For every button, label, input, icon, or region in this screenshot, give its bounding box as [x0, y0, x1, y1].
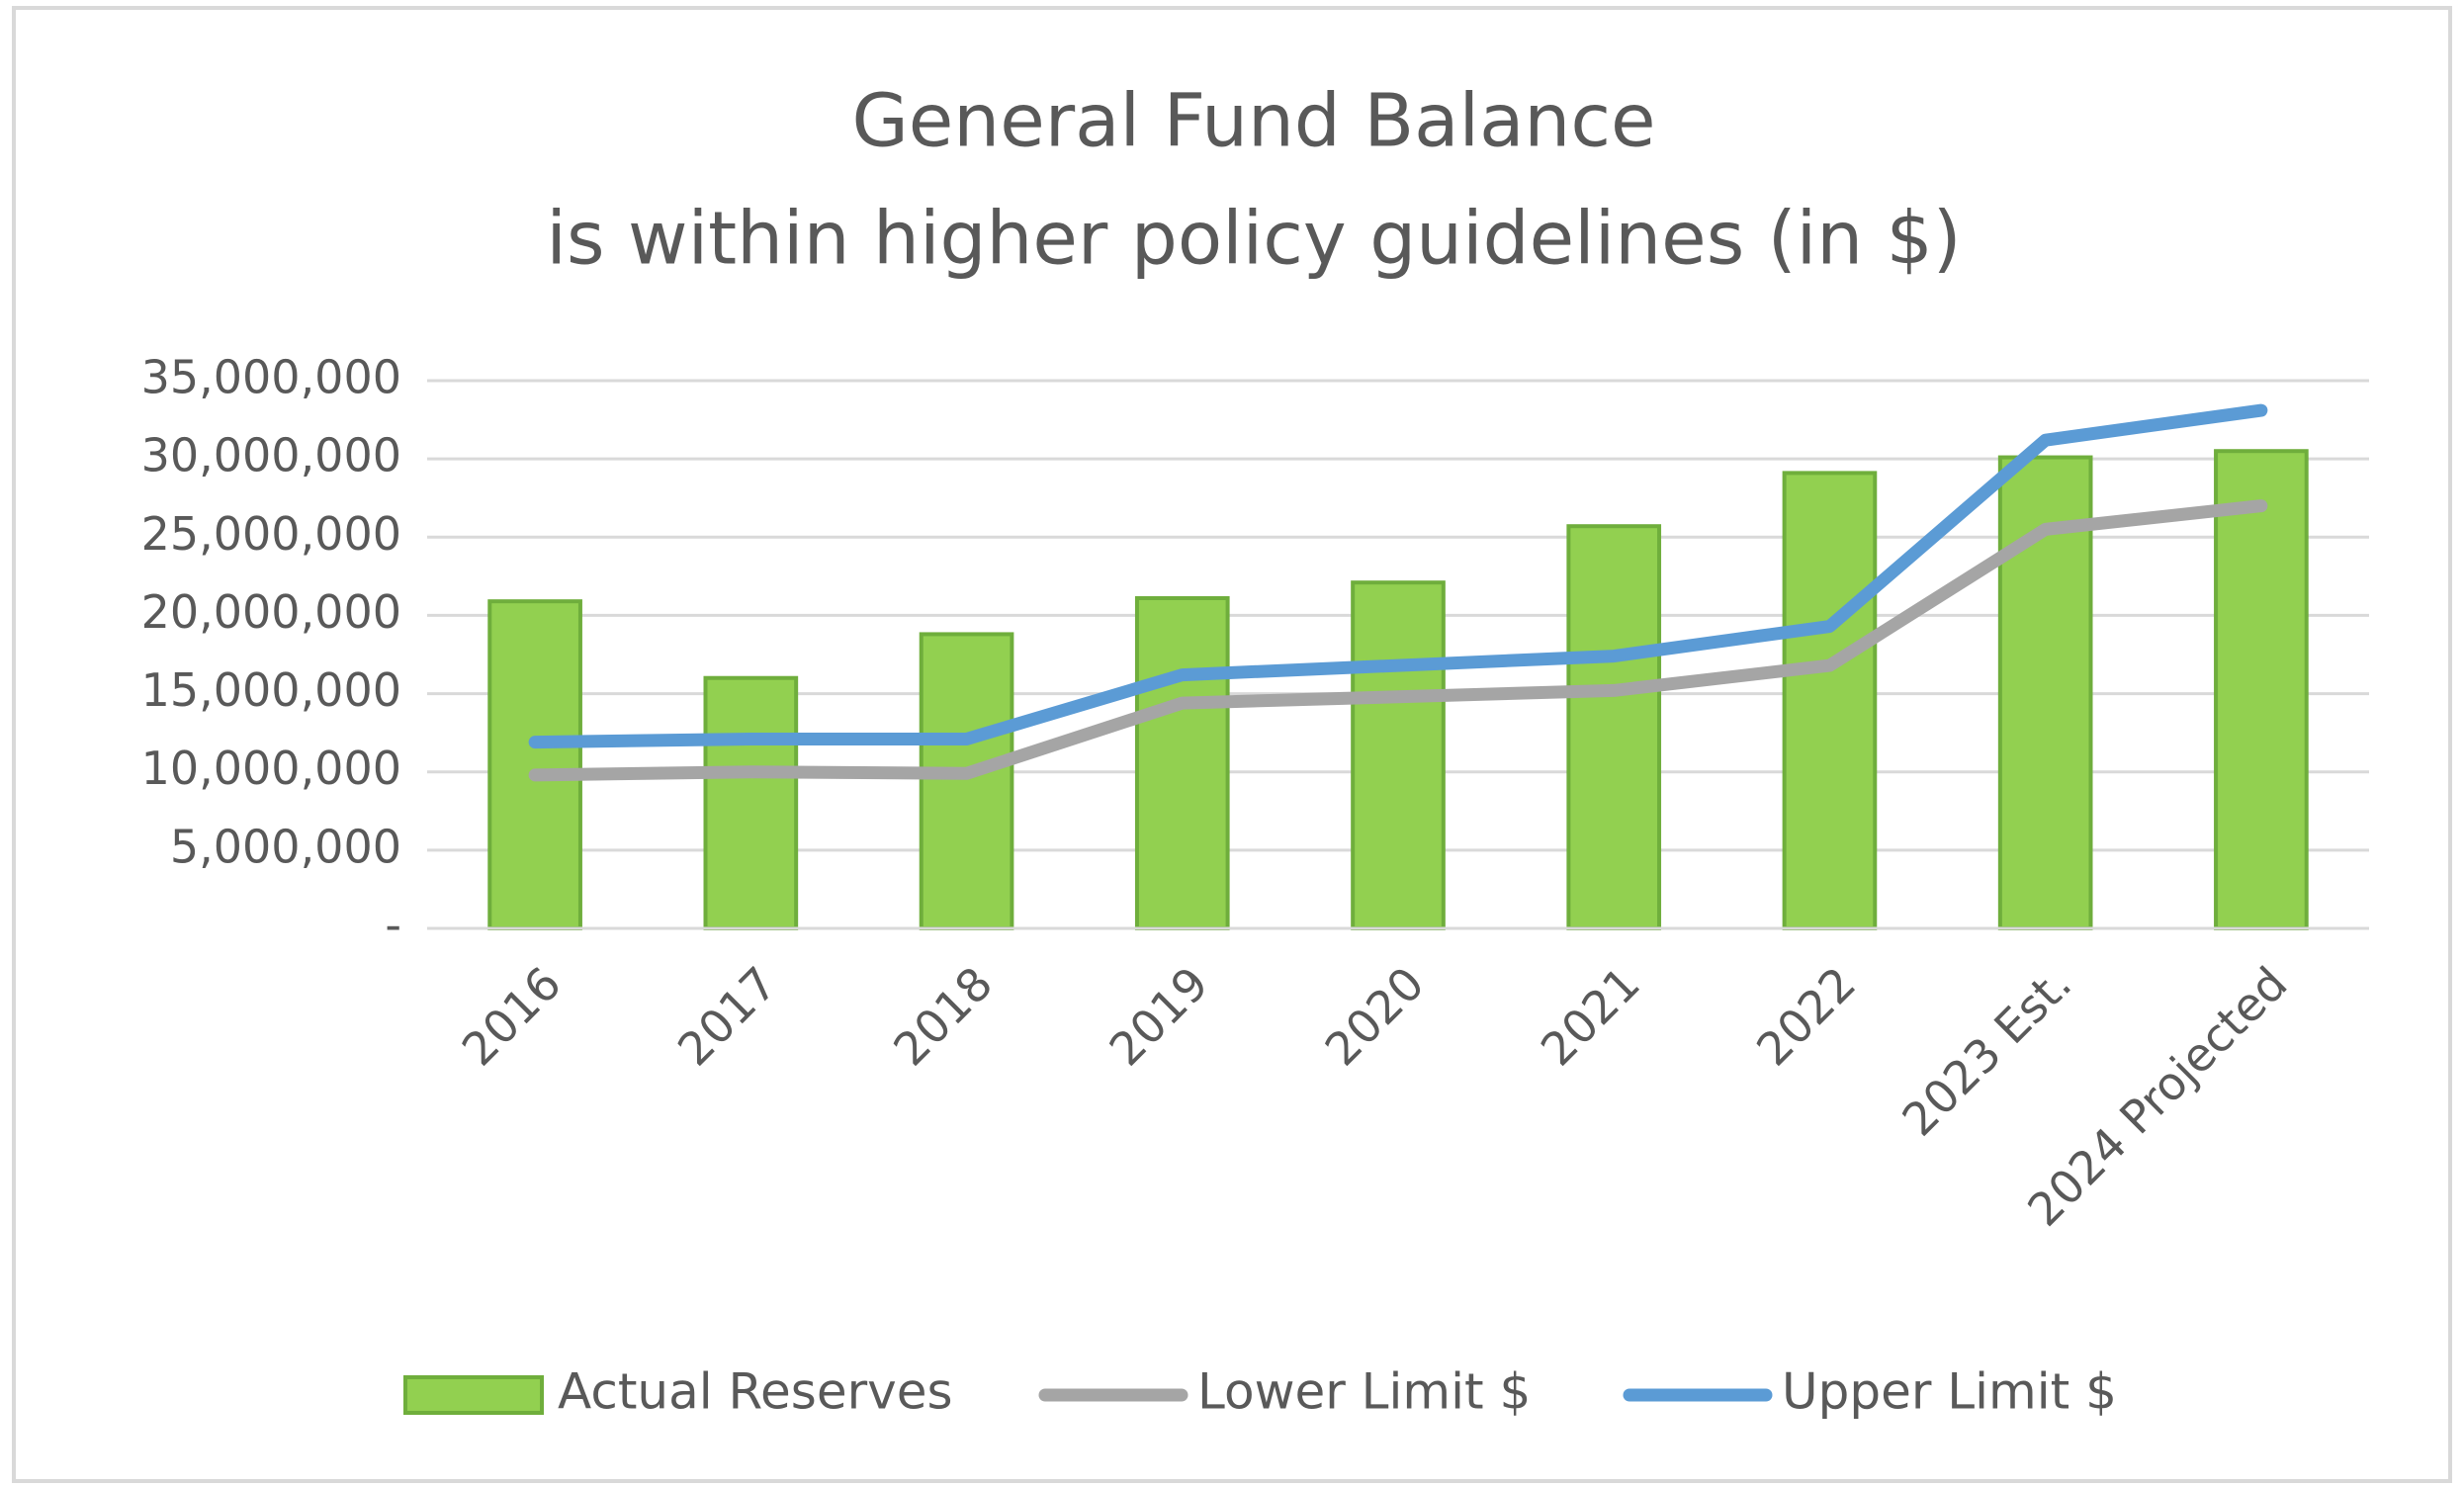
bar: [2214, 449, 2309, 930]
y-tick-label: 35,000,000: [141, 351, 401, 404]
y-tick-label: 5,000,000: [170, 820, 401, 873]
bar: [1351, 580, 1446, 931]
line: [528, 403, 2268, 749]
y-tick-label: 10,000,000: [141, 742, 401, 795]
y-tick-label: 15,000,000: [141, 663, 401, 717]
bar: [919, 632, 1014, 930]
bar: [703, 675, 799, 930]
legend-swatch: [403, 1375, 544, 1415]
legend-label: Actual Reserves: [558, 1363, 953, 1421]
bar: [1134, 596, 1230, 930]
y-tick-label: 20,000,000: [141, 585, 401, 639]
line: [528, 499, 2268, 782]
bar: [1782, 471, 1878, 930]
chart-title: is within higher policy guidelines (in $…: [546, 197, 1961, 282]
chart-title: General Fund Balance: [851, 79, 1655, 164]
y-tick-label: 30,000,000: [141, 429, 401, 482]
y-tick-label: 25,000,000: [141, 507, 401, 561]
legend-label: Upper Limit $: [1782, 1363, 2117, 1421]
bar: [1566, 524, 1662, 930]
bar: [487, 599, 582, 930]
y-tick-label: -: [385, 899, 401, 952]
legend-label: Lower Limit $: [1197, 1363, 1531, 1421]
